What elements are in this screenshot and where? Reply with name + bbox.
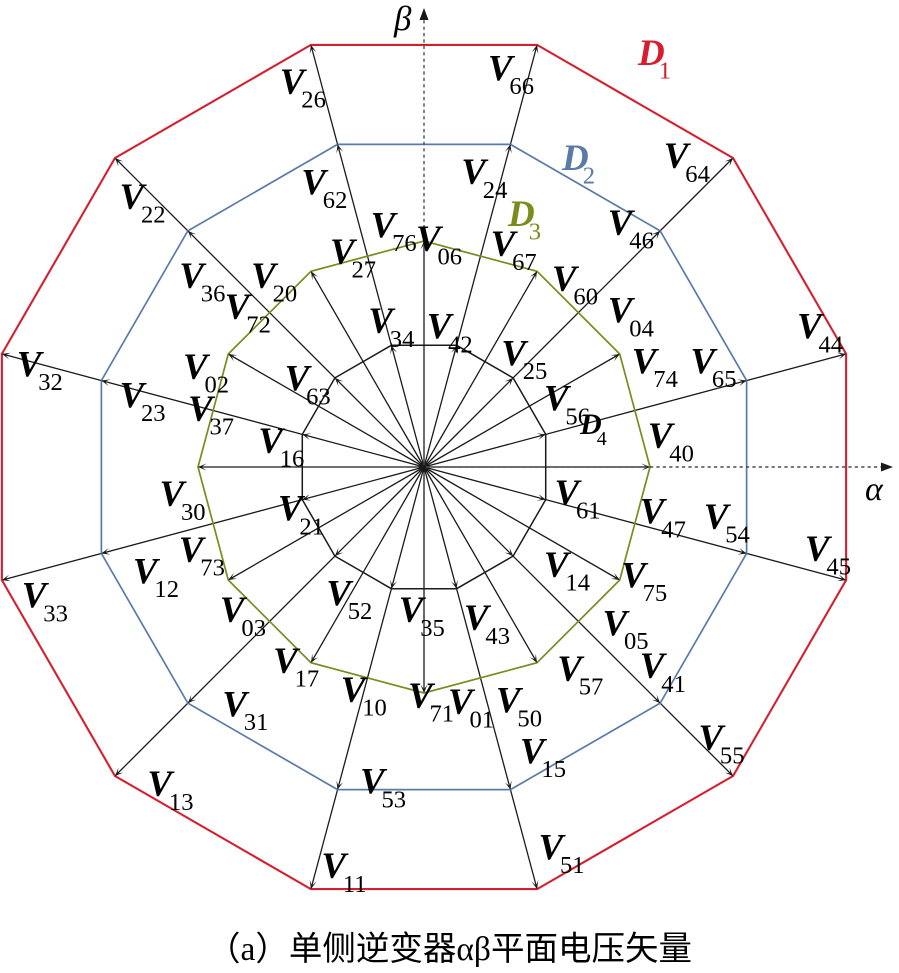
svg-text:44: 44 [819, 331, 844, 358]
svg-text:01: 01 [470, 707, 495, 734]
svg-text:32: 32 [38, 369, 63, 396]
svg-text:75: 75 [643, 580, 668, 607]
svg-text:33: 33 [43, 600, 68, 627]
svg-text:11: 11 [343, 871, 367, 898]
svg-text:4: 4 [597, 428, 607, 450]
svg-text:60: 60 [573, 284, 598, 311]
svg-text:40: 40 [669, 441, 694, 468]
svg-text:17: 17 [295, 666, 320, 693]
svg-text:53: 53 [382, 786, 407, 813]
svg-text:54: 54 [725, 522, 750, 549]
svg-text:66: 66 [509, 73, 534, 100]
svg-text:50: 50 [517, 705, 542, 732]
svg-text:20: 20 [273, 281, 298, 308]
svg-text:22: 22 [141, 202, 166, 229]
svg-text:57: 57 [579, 674, 604, 701]
svg-text:72: 72 [246, 312, 271, 339]
svg-text:15: 15 [541, 756, 566, 783]
svg-text:（a）单侧逆变器αβ平面电压矢量: （a）单侧逆变器αβ平面电压矢量 [207, 931, 692, 968]
svg-text:67: 67 [512, 249, 537, 276]
svg-text:43: 43 [485, 623, 510, 650]
svg-text:3: 3 [529, 219, 541, 246]
svg-text:47: 47 [661, 516, 686, 543]
svg-text:73: 73 [200, 555, 225, 582]
svg-text:55: 55 [720, 743, 745, 770]
svg-text:β: β [393, 0, 412, 38]
svg-text:10: 10 [362, 695, 387, 722]
svg-text:37: 37 [210, 414, 235, 441]
svg-text:34: 34 [390, 326, 415, 353]
svg-text:02: 02 [205, 372, 230, 399]
svg-text:52: 52 [348, 598, 373, 625]
svg-text:2: 2 [583, 163, 595, 190]
svg-text:α: α [865, 471, 884, 508]
svg-text:63: 63 [306, 383, 331, 410]
svg-text:31: 31 [244, 709, 269, 736]
svg-text:36: 36 [201, 281, 226, 308]
svg-text:76: 76 [392, 230, 417, 257]
svg-text:14: 14 [565, 570, 590, 597]
svg-text:30: 30 [181, 499, 206, 526]
svg-text:74: 74 [653, 366, 678, 393]
svg-text:06: 06 [438, 244, 463, 271]
svg-text:42: 42 [448, 331, 473, 358]
svg-text:12: 12 [154, 576, 179, 603]
svg-text:56: 56 [565, 403, 590, 430]
svg-text:03: 03 [241, 615, 266, 642]
svg-text:13: 13 [169, 789, 194, 816]
svg-text:27: 27 [352, 257, 377, 284]
svg-text:26: 26 [301, 87, 326, 114]
svg-text:16: 16 [280, 446, 305, 473]
svg-text:45: 45 [826, 554, 851, 581]
svg-text:24: 24 [483, 177, 508, 204]
svg-text:65: 65 [712, 366, 737, 393]
svg-text:51: 51 [560, 852, 585, 879]
svg-text:35: 35 [420, 615, 445, 642]
svg-text:61: 61 [576, 498, 601, 525]
svg-text:46: 46 [629, 228, 654, 255]
svg-text:64: 64 [685, 161, 710, 188]
svg-text:21: 21 [299, 513, 324, 540]
svg-text:62: 62 [323, 187, 348, 214]
svg-text:23: 23 [141, 400, 166, 427]
svg-text:1: 1 [659, 58, 671, 85]
svg-text:04: 04 [629, 315, 654, 342]
svg-text:41: 41 [661, 671, 686, 698]
